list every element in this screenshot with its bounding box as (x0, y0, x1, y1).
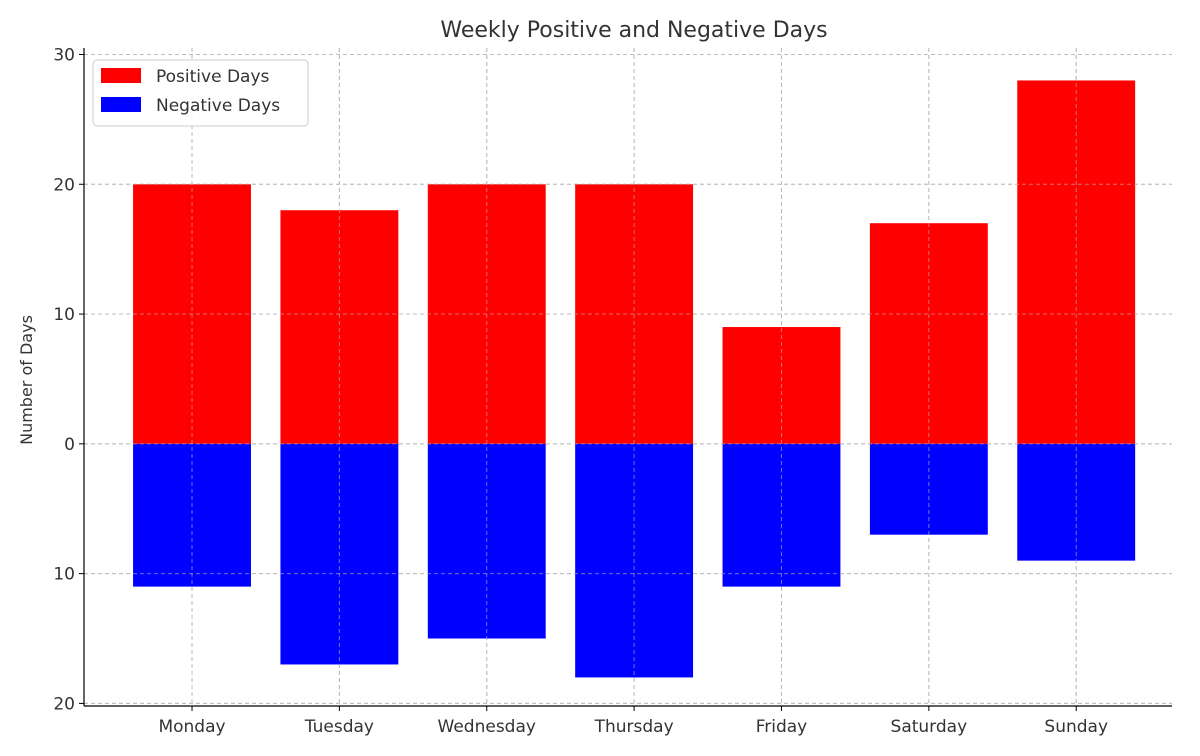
y-axis-label: Number of Days (17, 315, 36, 445)
x-tick-label-tuesday: Tuesday (304, 717, 374, 737)
y-tick-label: 20 (53, 175, 75, 195)
negative-bar-monday (133, 443, 251, 587)
legend: Positive Days Negative Days (92, 59, 309, 127)
y-tick-label: 20 (53, 694, 75, 714)
legend-label-1: Negative Days (156, 96, 280, 116)
y-tick-label: 0 (64, 435, 75, 455)
x-tick-label-thursday: Thursday (594, 717, 674, 737)
legend-box (92, 59, 309, 127)
axes: 30 20 10 0 10 20 Monday Tuesday Wednesday Thursda… (53, 45, 1172, 737)
x-tick-label-wednesday: Wednesday (438, 717, 536, 737)
positive-bar-tuesday (280, 210, 399, 444)
y-tick-label: 30 (53, 45, 75, 65)
y-tick-label: 10 (53, 305, 75, 325)
negative-bar-friday (722, 443, 841, 587)
y-tick-label: 10 (53, 565, 75, 585)
x-tick-label-saturday: Saturday (891, 717, 968, 737)
legend-label-0: Positive Days (156, 67, 270, 87)
x-tick-label-monday: Monday (158, 717, 225, 737)
x-tick-label-sunday: Sunday (1044, 717, 1108, 737)
x-tick-label-friday: Friday (756, 717, 808, 737)
legend-swatch-1 (101, 97, 141, 112)
positive-bar-saturday (869, 223, 988, 444)
bars (84, 48, 1172, 706)
legend-swatch-0 (101, 68, 141, 83)
chart-title: Weekly Positive and Negative Days (440, 18, 827, 43)
